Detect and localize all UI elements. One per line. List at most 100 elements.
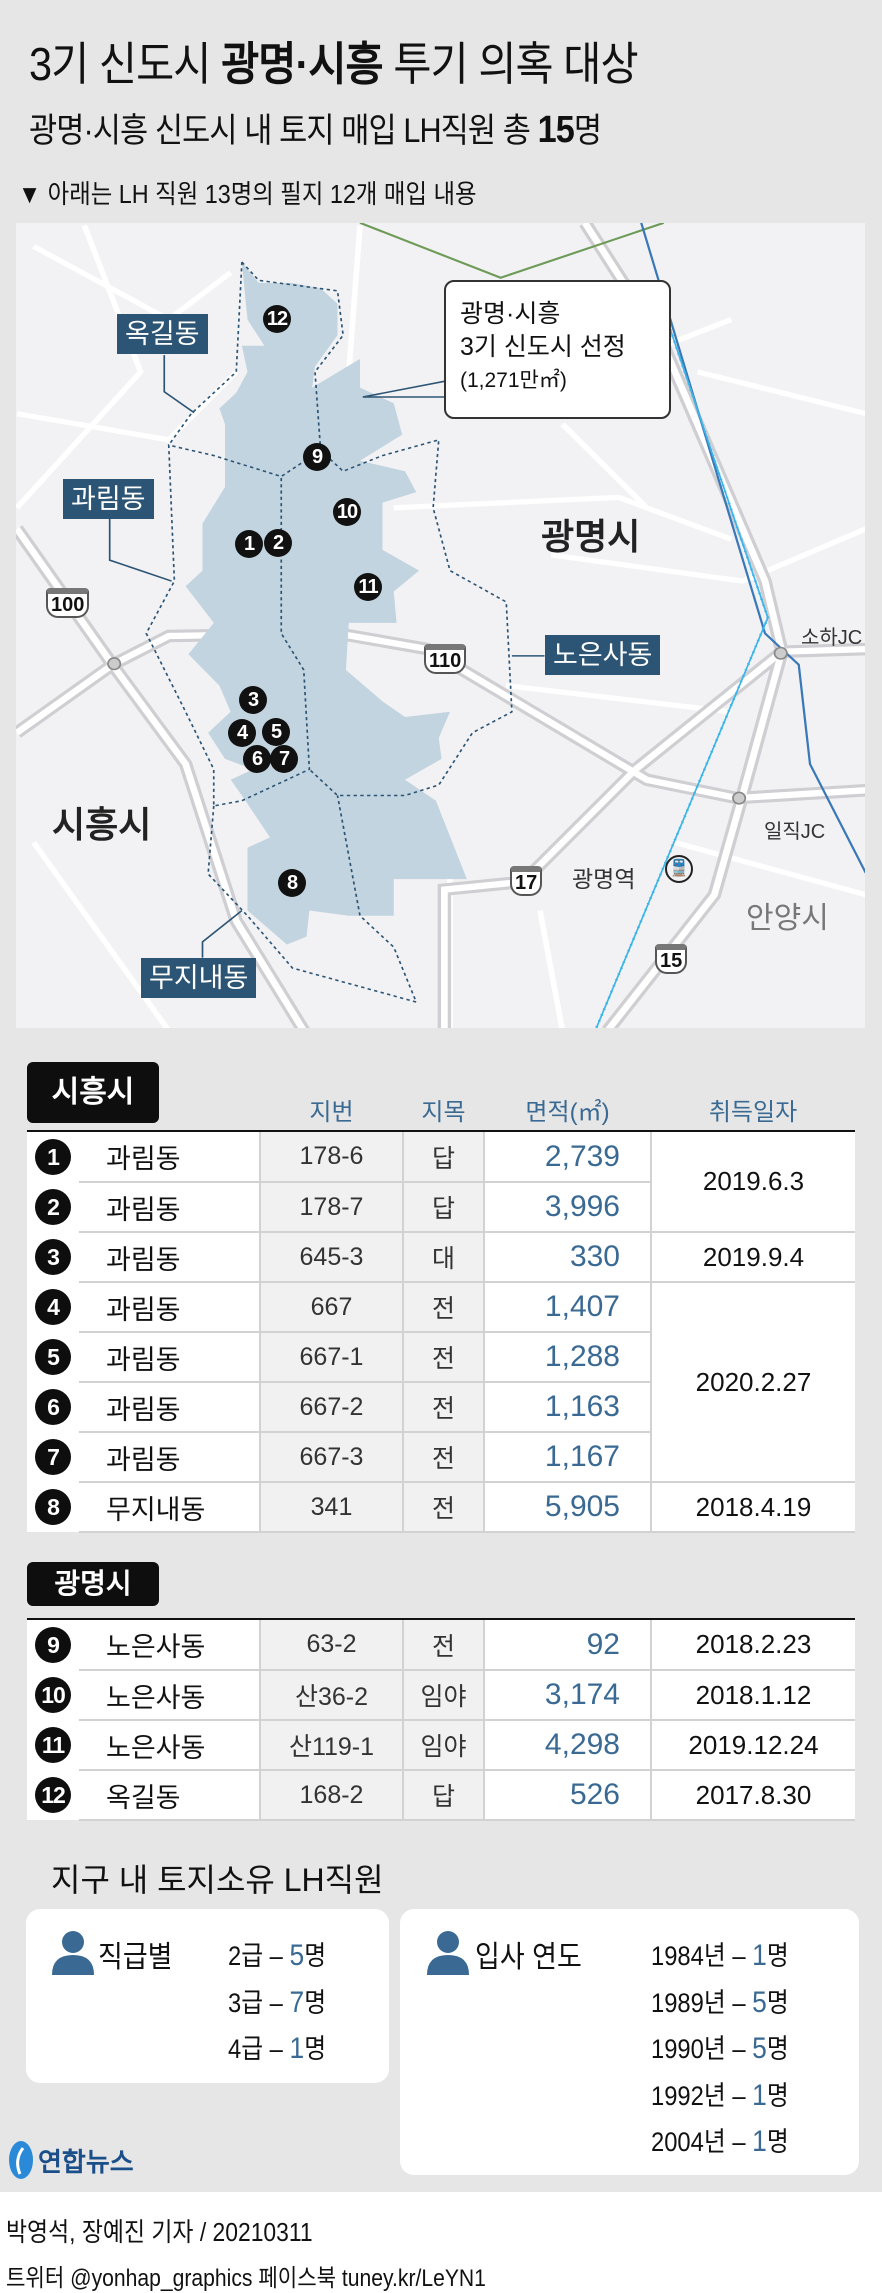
subtitle: 광명·시흥 신도시 내 토지 매입 LH직원 총 15명 (29, 109, 602, 151)
stat-value: 7 (289, 1986, 305, 2019)
parcel-marker-4: 4 (228, 719, 256, 747)
area-cell: 526 (483, 1770, 651, 1821)
parcel-marker-10: 10 (333, 498, 361, 526)
grade-label: 직급별 (98, 1941, 173, 1974)
jimok-cell: 전 (402, 1482, 484, 1533)
parcel-marker-6: 6 (243, 745, 271, 773)
row-number-cell: 12 (27, 1770, 79, 1820)
route-100-shield: 100 (46, 588, 90, 618)
jibeon-cell: 산36-2 (259, 1670, 403, 1721)
callout-line1: 광명·시흥 (460, 300, 561, 328)
stat-key: 1989년 – (651, 1988, 753, 2018)
stat-unit: 명 (766, 2081, 789, 2111)
table-row: 3 과림동 645-3 대 330 2019.9.4 (27, 1232, 855, 1283)
jimok-cell: 전 (402, 1282, 484, 1333)
jibeon-cell: 667-2 (259, 1382, 403, 1433)
row-number-badge: 2 (35, 1189, 71, 1225)
jibeon-cell: 667 (259, 1282, 403, 1333)
section-siheung-badge: 시흥시 (27, 1062, 159, 1123)
stat-unit: 명 (304, 1988, 327, 2018)
label-iljik-jc: 일직JC (764, 821, 826, 843)
jimok-cell: 답 (402, 1770, 484, 1821)
table-row: 10 노은사동 산36-2 임야 3,174 2018.1.12 (27, 1670, 855, 1721)
stat-key: 2급 – (228, 1941, 290, 1971)
date-cell: 2019.6.3 (650, 1132, 855, 1233)
table-row: 2 과림동 178-7 답 3,996 (27, 1182, 855, 1233)
stat-value: 5 (752, 2032, 767, 2065)
jibeon-cell: 667-3 (259, 1432, 403, 1483)
header-jibeon: 지번 (309, 1099, 354, 1126)
route-15-shield: 15 (655, 944, 688, 974)
jibeon-cell: 63-2 (259, 1620, 403, 1671)
row-number-cell: 3 (27, 1232, 79, 1282)
parcel-marker-7: 7 (270, 745, 298, 773)
parcel-marker-5: 5 (262, 718, 290, 746)
year-box (400, 1909, 859, 2175)
row-number-badge: 6 (35, 1389, 71, 1425)
date-cell: 2018.4.19 (650, 1482, 855, 1533)
summary-title: 지구 내 토지소유 LH직원 (51, 1862, 384, 1898)
row-number-cell: 8 (27, 1482, 79, 1532)
rail-dark (640, 223, 865, 874)
siheung-table: 1 과림동 178-6 답 2,739 2019.6.3 2 과림동 178-7 답 3,996 3 과… (27, 1132, 855, 1533)
stat-unit: 명 (766, 1941, 789, 1971)
row-number-badge: 10 (35, 1677, 71, 1713)
label-gwarim-dong: 과림동 (63, 479, 154, 519)
jimok-cell: 임야 (402, 1670, 484, 1721)
stat-value: 1 (289, 2032, 305, 2065)
stat-value: 5 (752, 1986, 767, 2019)
yonhap-logo: 연합뉴스 (8, 2140, 134, 2180)
dong-cell: 과림동 (79, 1232, 260, 1283)
table-row: 5 과림동 667-1 전 1,288 (27, 1332, 855, 1383)
gwangmyeong-table: 9 노은사동 63-2 전 92 2018.2.23 10 노은사동 산36-2 임야 3,174 2… (27, 1620, 855, 1821)
stat-key: 3급 – (228, 1988, 290, 2018)
row-number-badge: 9 (35, 1627, 71, 1663)
junctions (107, 646, 788, 805)
label-siheung-si: 시흥시 (52, 804, 152, 845)
stat-unit: 명 (304, 1941, 327, 1971)
date-cell: 2020.2.27 (650, 1282, 855, 1483)
row-number-badge: 8 (35, 1489, 71, 1525)
row-number-cell: 2 (27, 1182, 79, 1232)
header-area: 면적(㎡) (525, 1099, 610, 1126)
table-row: 8 무지내동 341 전 5,905 2018.4.19 (27, 1482, 855, 1533)
parcel-marker-3: 3 (239, 686, 267, 714)
area-cell: 330 (483, 1232, 651, 1283)
year-stat: 2004년 – 1명 (651, 2120, 789, 2159)
row-number-cell: 10 (27, 1670, 79, 1720)
year-label: 입사 연도 (475, 1941, 582, 1974)
stat-value: 1 (752, 1939, 767, 1972)
jimok-cell: 전 (402, 1382, 484, 1433)
rail-light-line (595, 293, 769, 1028)
row-number-cell: 11 (27, 1720, 79, 1770)
row-number-badge: 4 (35, 1289, 71, 1325)
row-number-badge: 7 (35, 1439, 71, 1475)
jibeon-cell: 178-7 (259, 1182, 403, 1233)
jimok-cell: 전 (402, 1620, 484, 1671)
route-17-shield: 17 (510, 866, 543, 896)
page-title: 3기 신도시 광명·시흥 투기 의혹 대상 (29, 38, 639, 90)
stat-value: 1 (752, 2079, 767, 2112)
table-top-rule-2 (27, 1618, 855, 1620)
new-town-callout: 광명·시흥 3기 신도시 선정 (1,271만㎡) (444, 280, 671, 419)
date-cell: 2017.8.30 (650, 1770, 855, 1821)
route-110-shield: 110 (424, 644, 467, 674)
stat-key: 2004년 – (651, 2127, 753, 2157)
label-mujinae-dong: 무지내동 (141, 958, 257, 998)
row-number-badge: 3 (35, 1239, 71, 1275)
person-icon (427, 1931, 469, 1975)
parcel-marker-8: 8 (278, 869, 306, 897)
jimok-cell: 전 (402, 1332, 484, 1383)
stat-unit: 명 (766, 2034, 789, 2064)
grade-stat: 3급 – 7명 (228, 1981, 326, 2020)
dong-cell: 과림동 (79, 1182, 260, 1233)
area-cell: 4,298 (483, 1720, 651, 1771)
stat-key: 4급 – (228, 2034, 290, 2064)
dong-cell: 과림동 (79, 1332, 260, 1383)
jibeon-cell: 645-3 (259, 1232, 403, 1283)
parcel-marker-12: 12 (263, 305, 291, 333)
year-stat: 1992년 – 1명 (651, 2074, 789, 2113)
header-jimok: 지목 (421, 1099, 466, 1126)
jimok-cell: 대 (402, 1232, 484, 1283)
dong-cell: 과림동 (79, 1382, 260, 1433)
